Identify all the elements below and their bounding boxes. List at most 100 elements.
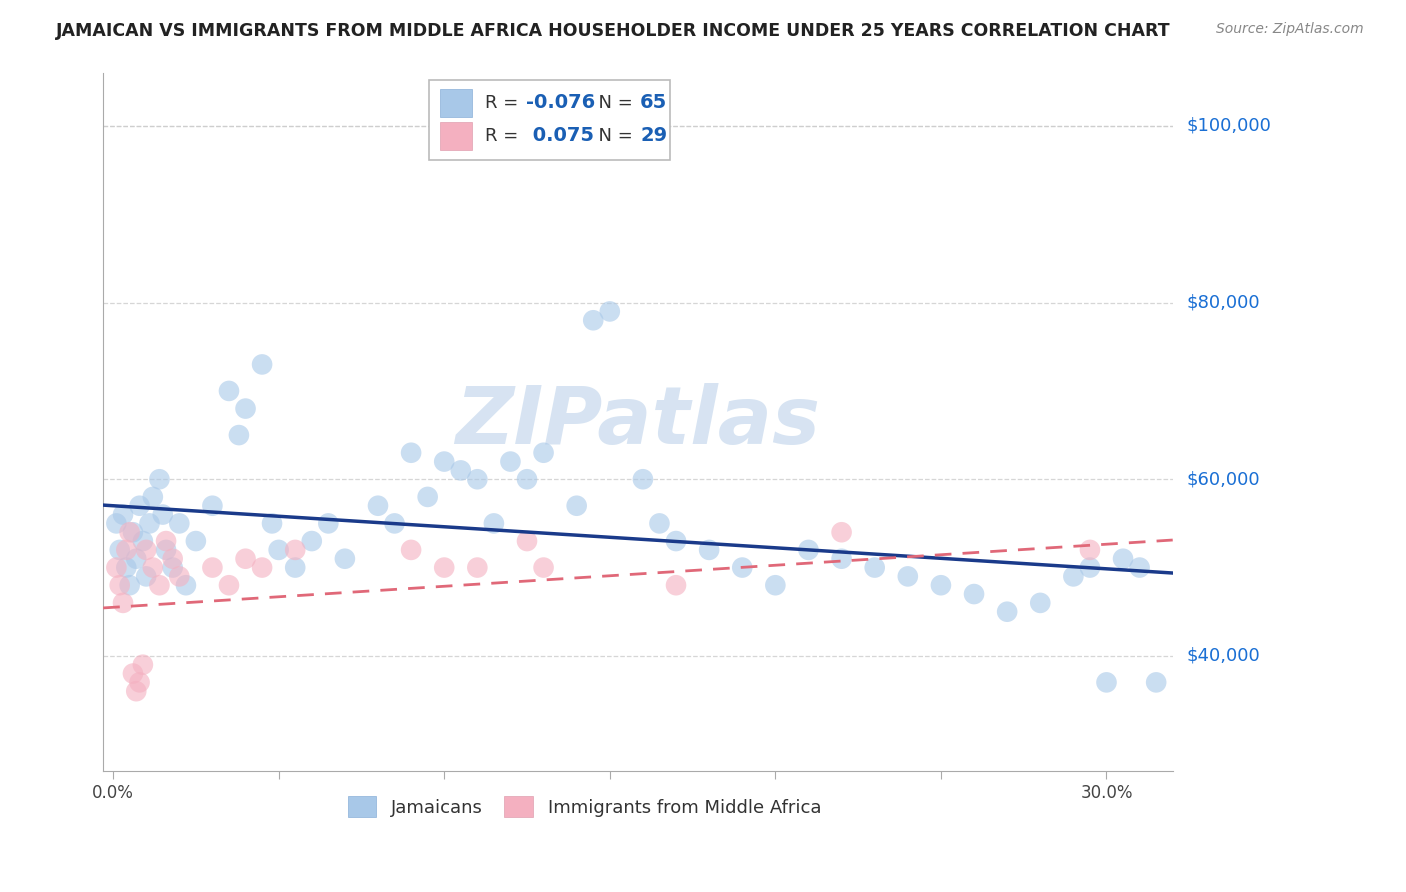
Point: [1144, 675, 1167, 690]
Point: [125, 684, 148, 698]
Point: [929, 578, 952, 592]
Point: [384, 516, 406, 531]
Point: [105, 516, 128, 531]
Point: [162, 560, 184, 574]
Point: [260, 516, 283, 531]
Point: [142, 490, 165, 504]
Legend: Jamaicans, Immigrants from Middle Africa: Jamaicans, Immigrants from Middle Africa: [340, 789, 828, 824]
Point: [631, 472, 654, 486]
Point: [831, 551, 853, 566]
Point: [228, 428, 250, 442]
Point: [218, 384, 240, 398]
Text: 0.075: 0.075: [526, 127, 593, 145]
Point: [108, 578, 131, 592]
Point: [122, 666, 145, 681]
Point: [111, 508, 134, 522]
Point: [152, 508, 174, 522]
Point: [582, 313, 605, 327]
Text: Source: ZipAtlas.com: Source: ZipAtlas.com: [1216, 22, 1364, 37]
Point: [169, 516, 191, 531]
Point: [201, 499, 224, 513]
Point: [122, 525, 145, 540]
Point: [105, 560, 128, 574]
Point: [169, 569, 191, 583]
Point: [697, 542, 720, 557]
Point: [465, 560, 488, 574]
Point: [115, 542, 138, 557]
Point: [148, 578, 170, 592]
Point: [482, 516, 505, 531]
Point: [125, 551, 148, 566]
Point: [433, 560, 456, 574]
Point: [235, 551, 257, 566]
Point: [135, 542, 157, 557]
Point: [1029, 596, 1052, 610]
Point: [367, 499, 389, 513]
Point: [155, 534, 177, 549]
Text: ZIPatlas: ZIPatlas: [456, 383, 821, 461]
Point: [118, 578, 141, 592]
Point: [465, 472, 488, 486]
Point: [897, 569, 920, 583]
Text: $40,000: $40,000: [1187, 647, 1260, 665]
Point: [565, 499, 588, 513]
Point: [128, 675, 150, 690]
Text: $80,000: $80,000: [1187, 293, 1260, 311]
Point: [201, 560, 224, 574]
Point: [138, 516, 160, 531]
Point: [516, 472, 538, 486]
Point: [1062, 569, 1084, 583]
Point: [318, 516, 340, 531]
Point: [142, 560, 165, 574]
Point: [148, 472, 170, 486]
Text: N =: N =: [586, 94, 638, 112]
Point: [450, 463, 472, 477]
Point: [499, 454, 522, 468]
Point: [218, 578, 240, 592]
Bar: [440, 122, 472, 150]
Point: [399, 542, 422, 557]
Text: $100,000: $100,000: [1187, 117, 1271, 135]
Point: [763, 578, 786, 592]
Point: [533, 446, 555, 460]
Point: [433, 454, 456, 468]
Text: -0.076: -0.076: [526, 94, 595, 112]
Point: [174, 578, 197, 592]
Point: [155, 542, 177, 557]
Text: 29: 29: [640, 127, 668, 145]
Point: [118, 525, 141, 540]
Point: [1078, 542, 1101, 557]
Point: [533, 560, 555, 574]
Point: [284, 542, 307, 557]
Point: [863, 560, 886, 574]
Text: N =: N =: [586, 127, 638, 145]
Point: [1095, 675, 1118, 690]
Point: [115, 560, 138, 574]
FancyBboxPatch shape: [429, 80, 671, 161]
Point: [416, 490, 439, 504]
Point: [250, 358, 273, 372]
Point: [267, 542, 290, 557]
Point: [250, 560, 273, 574]
Point: [665, 578, 688, 592]
Point: [108, 542, 131, 557]
Point: [995, 605, 1018, 619]
Point: [1129, 560, 1152, 574]
Point: [135, 569, 157, 583]
Point: [132, 657, 155, 672]
Point: [128, 499, 150, 513]
Text: R =: R =: [485, 127, 524, 145]
Point: [599, 304, 621, 318]
Point: [184, 534, 207, 549]
Text: R =: R =: [485, 94, 524, 112]
Point: [1112, 551, 1135, 566]
Point: [648, 516, 671, 531]
Point: [731, 560, 754, 574]
Point: [963, 587, 986, 601]
Point: [301, 534, 323, 549]
Point: [162, 551, 184, 566]
Point: [284, 560, 307, 574]
Bar: [440, 89, 472, 117]
Point: [797, 542, 820, 557]
Text: $60,000: $60,000: [1187, 470, 1260, 488]
